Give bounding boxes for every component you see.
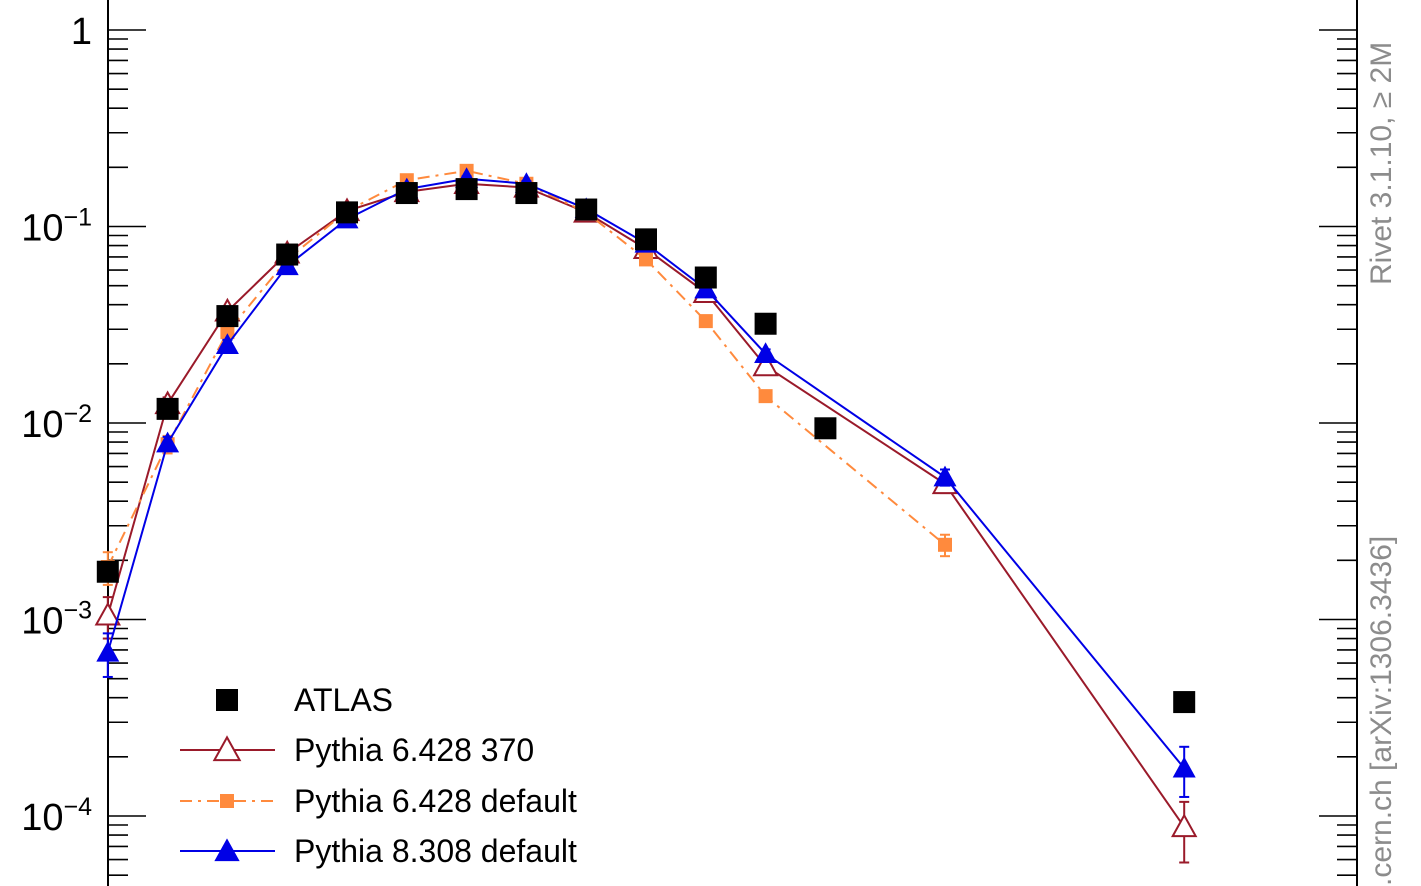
data-point (276, 243, 299, 266)
data-point (754, 312, 777, 335)
data-point (575, 198, 598, 221)
data-point (1172, 756, 1196, 778)
data-point (694, 266, 717, 289)
legend-label: Pythia 8.308 default (294, 833, 577, 869)
series-line (106, 169, 946, 568)
data-point (96, 560, 119, 583)
legend-marker (220, 794, 234, 808)
series-1 (94, 170, 1198, 864)
series-0 (96, 178, 1196, 714)
side-label-bottom: .cern.ch [arXiv:1306.3436] (1365, 536, 1398, 886)
y-tick-label: 10−1 (21, 204, 92, 250)
data-point (814, 417, 837, 440)
legend-entry-3: Pythia 8.308 default (180, 833, 577, 869)
legend-marker (214, 838, 240, 862)
data-point (94, 601, 121, 626)
y-tick-label: 10−3 (21, 597, 92, 643)
side-labels: Rivet 3.1.10, ≥ 2M .cern.ch [arXiv:1306.… (1365, 42, 1398, 886)
axes (107, 0, 1358, 886)
series-layer (94, 163, 1198, 864)
legend-marker (212, 735, 242, 762)
data-point (938, 537, 952, 552)
legend-entry-1: Pythia 6.428 370 (180, 732, 534, 768)
y-tick-label: 10−2 (21, 400, 92, 446)
y-tick-label: 1 (71, 11, 92, 53)
data-point (156, 431, 180, 453)
data-point (395, 182, 418, 205)
data-point (455, 178, 478, 201)
legend-label: Pythia 6.428 default (294, 783, 577, 819)
legend-entry-2: Pythia 6.428 default (180, 783, 577, 819)
data-point (635, 228, 657, 251)
data-point (156, 397, 179, 420)
legend-marker (216, 689, 238, 711)
side-label-top: Rivet 3.1.10, ≥ 2M (1365, 42, 1398, 285)
data-point (1171, 813, 1198, 838)
data-point (698, 314, 713, 329)
data-point (752, 352, 779, 377)
data-point (220, 325, 235, 340)
series-line (106, 177, 1185, 769)
legend-label: Pythia 6.428 370 (294, 732, 534, 768)
series-line (106, 182, 1186, 828)
y-ticks: 1 10−1 10−2 10−3 10−4 (21, 11, 1357, 876)
data-point (754, 342, 778, 363)
legend-entry-0: ATLAS (216, 682, 393, 718)
data-point (336, 201, 358, 224)
data-point (96, 640, 120, 662)
legend-label: ATLAS (294, 682, 393, 718)
data-point (215, 333, 239, 355)
legend: ATLAS Pythia 6.428 370 Pythia 6.428 defaul… (180, 682, 577, 869)
y-tick-label: 10−4 (21, 793, 92, 839)
data-point (933, 465, 957, 487)
data-point (515, 182, 538, 205)
data-point (639, 252, 653, 267)
data-point (216, 305, 239, 328)
series-2 (100, 163, 952, 586)
data-point (1173, 691, 1196, 714)
data-point (758, 389, 773, 404)
